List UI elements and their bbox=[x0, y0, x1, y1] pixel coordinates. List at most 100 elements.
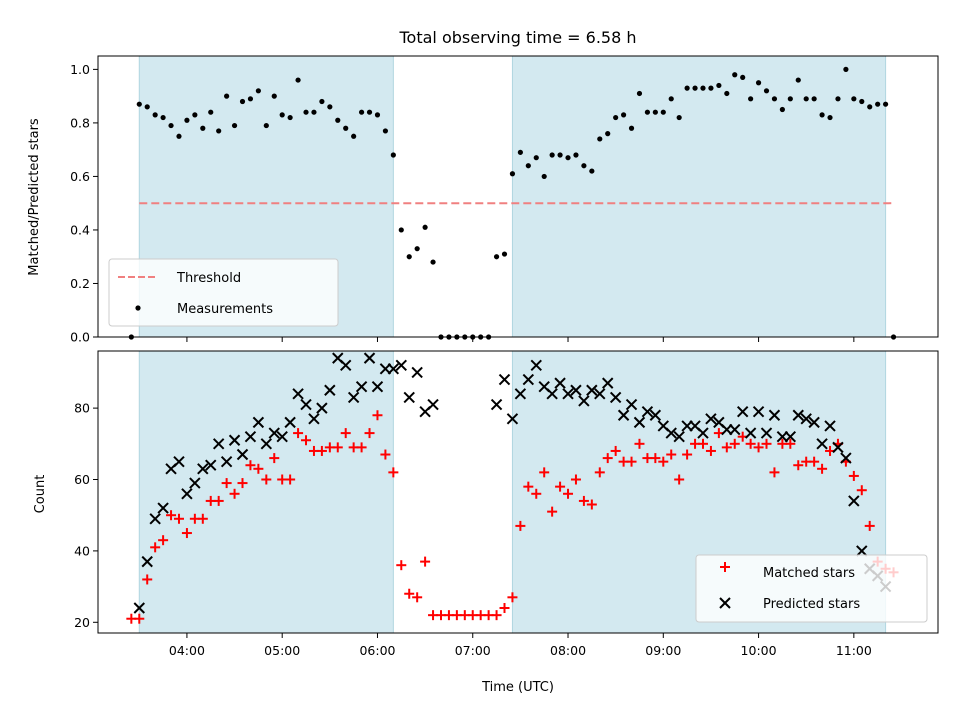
measurement-point bbox=[605, 131, 611, 137]
matched-star-point bbox=[563, 488, 574, 499]
predicted-legend-swatch bbox=[719, 597, 731, 609]
matched-star-point bbox=[293, 428, 304, 439]
predicted-star-point bbox=[300, 398, 312, 411]
matched-star-point bbox=[388, 467, 399, 478]
predicted-star-point bbox=[665, 427, 677, 439]
predicted-star-point bbox=[641, 405, 654, 418]
matched-star-point bbox=[181, 528, 192, 539]
measurement-point bbox=[684, 85, 690, 91]
predicted-star-point bbox=[522, 373, 535, 386]
predicted-star-point bbox=[355, 380, 368, 393]
measurement-point bbox=[319, 98, 325, 105]
measurement-point bbox=[819, 112, 825, 118]
matched-star-point bbox=[809, 456, 820, 467]
predicted-star-point bbox=[347, 391, 360, 404]
matched-star-point bbox=[158, 535, 169, 546]
bottom-y-ticks: 20 40 60 80 bbox=[74, 401, 98, 630]
matched-star-point bbox=[404, 588, 415, 599]
measurement-point bbox=[287, 114, 293, 121]
matched-star-point bbox=[261, 474, 272, 485]
matched-star-point bbox=[221, 478, 232, 489]
matched-star-point bbox=[213, 495, 224, 506]
predicted-star-point bbox=[562, 388, 574, 400]
measurement-point bbox=[589, 168, 595, 174]
measurement-point bbox=[835, 96, 841, 102]
measurement-point bbox=[763, 88, 770, 94]
measurement-point bbox=[660, 109, 666, 115]
bottom-y-tick-label: 40 bbox=[74, 543, 90, 558]
matched-star-point bbox=[729, 438, 740, 449]
matched-star-point bbox=[134, 613, 145, 624]
predicted-star-point bbox=[276, 430, 288, 443]
bottom-x-tick-label: 10:00 bbox=[741, 643, 777, 658]
predicted-star-point bbox=[609, 391, 622, 404]
matched-star-point bbox=[769, 467, 780, 478]
predicted-star-point bbox=[792, 409, 804, 421]
predicted-star-point bbox=[760, 427, 773, 439]
predicted-star-point bbox=[340, 359, 352, 371]
matched-star-point bbox=[594, 467, 605, 478]
matched-star-point bbox=[674, 474, 685, 485]
matched-star-point bbox=[396, 560, 407, 571]
measurement-point bbox=[748, 96, 754, 102]
predicted-star-point bbox=[617, 409, 630, 421]
predicted-star-point bbox=[602, 377, 614, 389]
measurement-point bbox=[374, 112, 381, 118]
measurement-point bbox=[263, 122, 269, 129]
matched-star-point bbox=[150, 542, 161, 553]
measurement-point bbox=[208, 109, 214, 115]
predicted-star-point bbox=[498, 373, 511, 386]
predicted-star-point bbox=[848, 495, 860, 507]
measurement-point bbox=[787, 96, 793, 102]
bottom-x-tick-label: 07:00 bbox=[455, 643, 491, 658]
predicted-star-point bbox=[395, 359, 407, 371]
predicted-star-point bbox=[427, 398, 439, 411]
x-axis-label: Time (UTC) bbox=[481, 680, 554, 695]
measurement-points bbox=[128, 66, 897, 340]
measurement-point bbox=[398, 227, 404, 233]
predicted-star-point bbox=[220, 455, 233, 468]
measurement-point bbox=[136, 101, 142, 107]
measurement-point bbox=[811, 96, 817, 102]
predicted-star-point bbox=[236, 448, 249, 461]
matched-legend-label: Matched stars bbox=[763, 566, 855, 581]
top-y-tick-label: 0.8 bbox=[70, 115, 90, 130]
predicted-star-point bbox=[133, 602, 145, 614]
predicted-star-point bbox=[554, 377, 566, 389]
count-points bbox=[126, 352, 899, 624]
predicted-star-point bbox=[228, 434, 241, 446]
measurement-point bbox=[176, 133, 182, 139]
predicted-star-point bbox=[141, 555, 153, 568]
top-y-ticks: 0.0 0.2 0.4 0.6 0.8 1.0 bbox=[70, 62, 98, 345]
predicted-star-point bbox=[649, 409, 662, 421]
predicted-star-point bbox=[189, 477, 201, 489]
bottom-x-tick-label: 08:00 bbox=[550, 643, 586, 658]
predicted-star-point bbox=[514, 388, 527, 400]
measurement-point bbox=[692, 85, 698, 91]
measurement-point bbox=[716, 82, 722, 89]
measurement-point bbox=[636, 90, 643, 97]
measurement-point bbox=[509, 171, 516, 177]
predicted-star-point bbox=[752, 405, 765, 418]
bottom-x-tick-label: 06:00 bbox=[359, 643, 395, 658]
matched-star-point bbox=[356, 442, 367, 453]
top-y-tick-label: 0.2 bbox=[70, 276, 90, 291]
predicted-star-point bbox=[729, 423, 741, 436]
measurement-point bbox=[851, 96, 857, 102]
measurement-point bbox=[517, 149, 523, 155]
predicted-star-point bbox=[411, 366, 423, 379]
measurement-point bbox=[573, 152, 579, 158]
matched-star-point bbox=[499, 603, 510, 614]
matched-star-point bbox=[578, 495, 589, 506]
predicted-star-point bbox=[403, 391, 415, 404]
measurement-point bbox=[192, 112, 198, 118]
predicted-star-point bbox=[824, 420, 836, 432]
matched-star-point bbox=[412, 592, 423, 603]
matched-star-point bbox=[705, 445, 716, 456]
predicted-star-point bbox=[594, 388, 606, 400]
measurement-point bbox=[493, 254, 500, 260]
measurement-point bbox=[581, 163, 587, 169]
measurement-point bbox=[160, 114, 166, 121]
predicted-star-point bbox=[808, 416, 820, 429]
